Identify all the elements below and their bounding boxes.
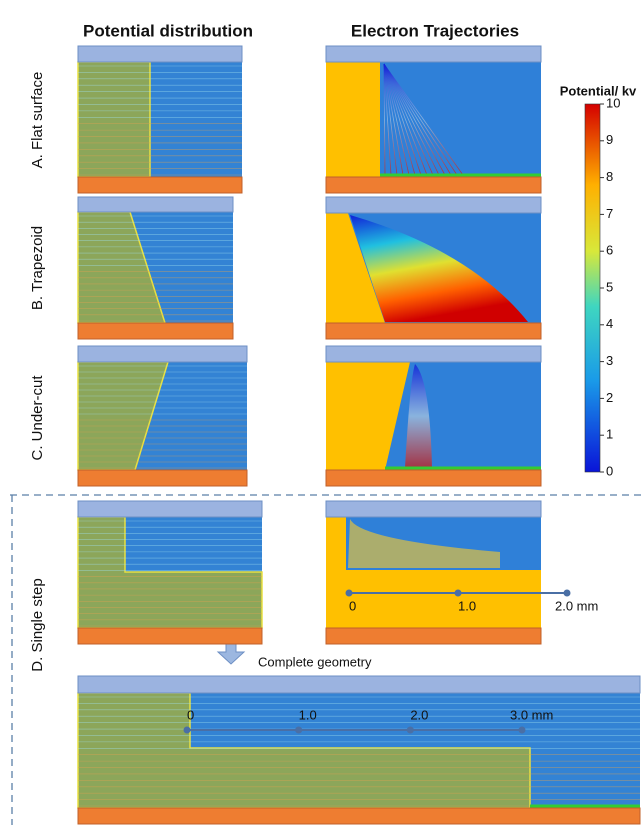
row-label: A. Flat surface	[29, 72, 46, 169]
electrode-bottom	[77, 469, 248, 487]
electrode-bottom	[325, 322, 542, 340]
heading: Potential distribution	[83, 21, 253, 40]
dielectric	[326, 517, 541, 628]
trajectory	[383, 63, 386, 176]
electrode-top	[77, 196, 234, 213]
trajectory	[383, 63, 404, 176]
caption: Complete geometry	[258, 654, 372, 669]
electrode-top	[325, 45, 542, 63]
scale-tick	[563, 589, 571, 597]
dielectric	[326, 213, 385, 323]
colorbar-label: 4	[606, 316, 613, 331]
colorbar-title: Potential/ kv	[560, 83, 637, 98]
electrode-bottom	[325, 627, 542, 645]
electrode-top	[77, 345, 248, 363]
trajectory	[383, 63, 416, 176]
electrode-top	[325, 196, 542, 214]
colorbar-label: 0	[606, 463, 613, 478]
scale-tick	[454, 589, 462, 597]
electrode-bottom	[77, 176, 243, 194]
trajectory	[383, 63, 422, 176]
scale-tick	[345, 589, 353, 597]
trajectory	[383, 63, 464, 176]
scale-label: 1.0	[299, 707, 317, 722]
trajectory	[383, 63, 452, 176]
electrode-top	[77, 500, 263, 518]
dielectric	[326, 62, 380, 177]
scale-tick	[183, 726, 191, 734]
colorbar-label: 7	[606, 206, 613, 221]
trajectory	[383, 63, 446, 176]
trajectory	[383, 63, 392, 176]
heading: Electron Trajectories	[351, 21, 519, 40]
trajectory	[383, 63, 428, 176]
trajectory	[383, 63, 398, 176]
electrode-bottom	[325, 176, 542, 194]
electrode-top	[77, 675, 641, 694]
colorbar-label: 8	[606, 169, 613, 184]
colorbar-label: 10	[606, 95, 620, 110]
arrow	[216, 643, 246, 665]
trajectory-beam	[405, 364, 432, 468]
trajectory-cloud	[348, 519, 500, 568]
colorbar	[584, 103, 601, 473]
trajectory	[383, 63, 434, 176]
divider	[10, 494, 644, 825]
colorbar-label: 2	[606, 390, 613, 405]
electrode-top	[325, 345, 542, 363]
scale-label: 1.0	[458, 598, 476, 613]
dielectric	[326, 362, 410, 470]
scale-label: 2.0	[410, 707, 428, 722]
electrode-bottom	[77, 322, 234, 340]
trajectory-fan	[350, 215, 528, 322]
trajectory	[383, 63, 458, 176]
electrode-top	[77, 45, 243, 63]
colorbar-label: 5	[606, 279, 613, 294]
electrode-bottom	[325, 469, 542, 487]
row-label: B. Trapezoid	[29, 226, 46, 310]
colorbar-label: 1	[606, 427, 613, 442]
scale-label: 2.0 mm	[555, 598, 598, 613]
scale-label: 3.0 mm	[510, 707, 553, 722]
trajectory	[383, 63, 410, 176]
colorbar-label: 3	[606, 353, 613, 368]
electrode-top	[325, 500, 542, 518]
scale-label: 0	[349, 598, 356, 613]
scale-tick	[518, 726, 526, 734]
electrode-bottom	[77, 627, 263, 645]
electrode-bottom	[77, 807, 641, 825]
trajectory	[383, 63, 440, 176]
colorbar-label: 6	[606, 243, 613, 258]
scale-tick	[295, 726, 303, 734]
row-label: D. Single step	[29, 578, 46, 671]
colorbar-label: 9	[606, 132, 613, 147]
scale-label: 0	[187, 707, 194, 722]
dielectric	[77, 61, 151, 178]
scale-tick	[406, 726, 414, 734]
row-label: C. Under-cut	[29, 375, 46, 461]
